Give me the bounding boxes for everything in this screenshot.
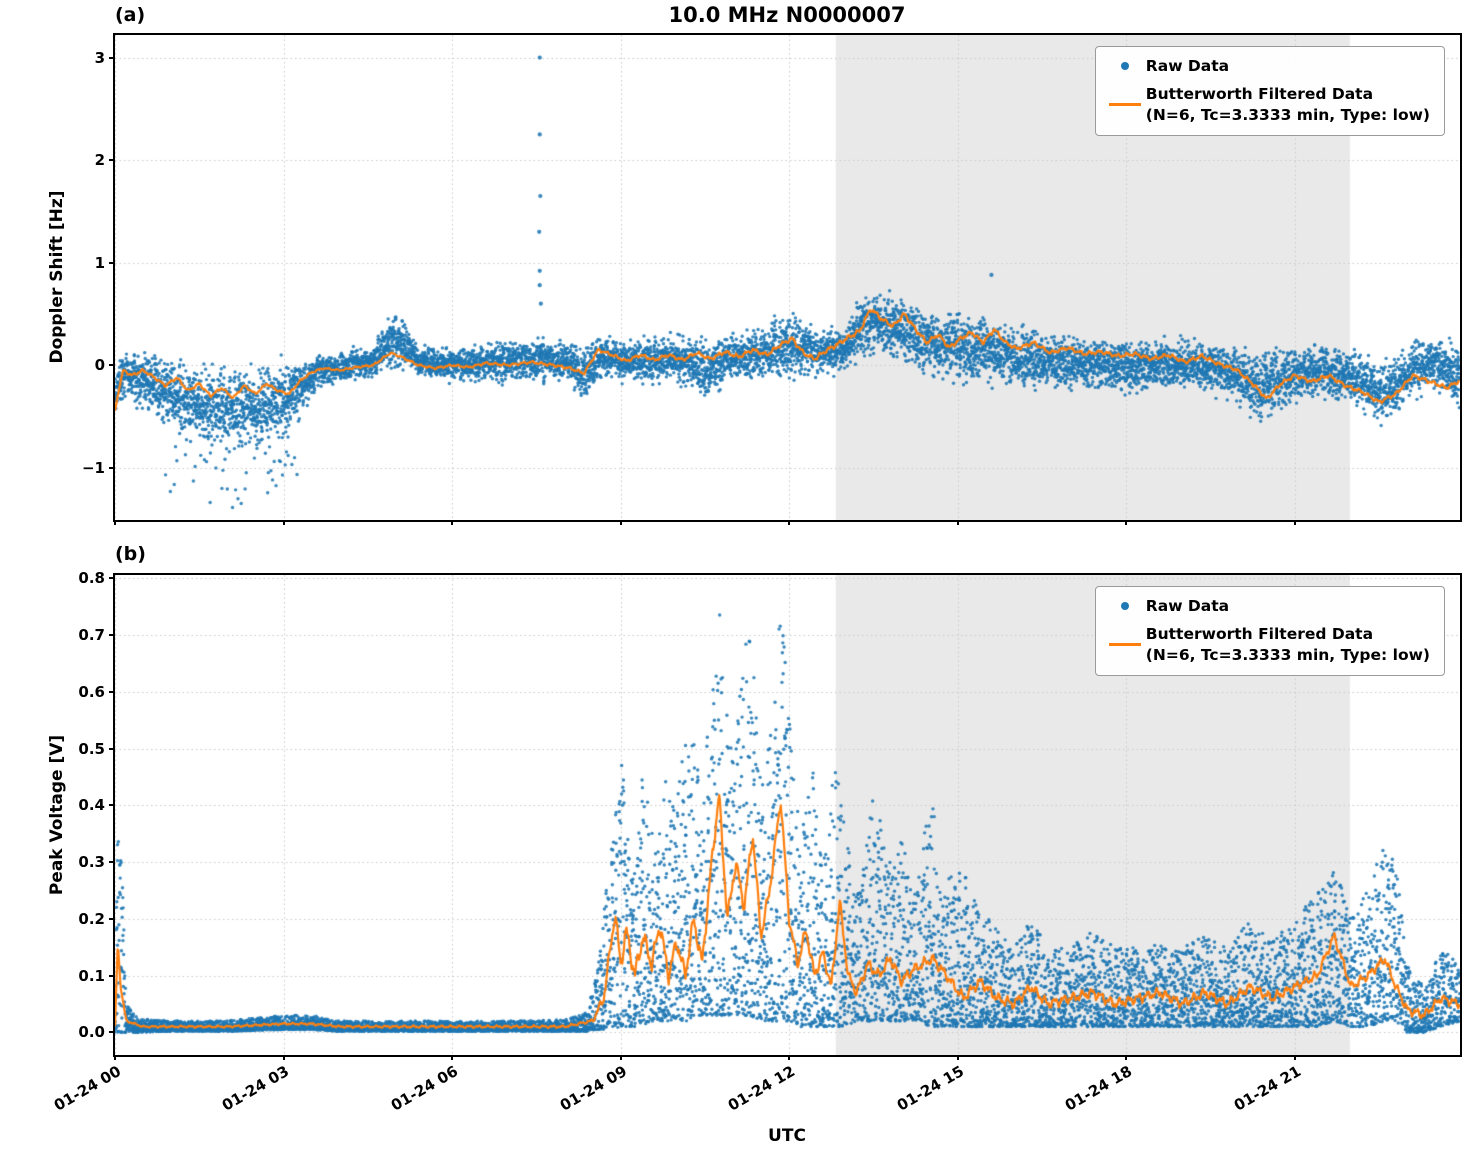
y-tick-mark	[109, 747, 115, 750]
y-tick-label: 0.6	[78, 682, 105, 701]
legend-filtered-label-line2: (N=6, Tc=3.3333 min, Type: low)	[1145, 105, 1430, 124]
chart-title: 10.0 MHz N0000007	[668, 3, 906, 27]
y-tick-mark	[109, 974, 115, 977]
legend-panel-b: Raw Data Butterworth Filtered Data (N=6,…	[1094, 586, 1445, 676]
x-tick-mark	[1293, 520, 1296, 525]
y-tick-label: 0.5	[78, 739, 105, 758]
y-axis-label-voltage: Peak Voltage [V]	[47, 734, 67, 896]
x-tick-mark	[619, 520, 622, 525]
x-tick-label: 01-24 12	[725, 1062, 799, 1115]
filtered-line-icon	[1104, 643, 1146, 647]
y-tick-label: 3	[94, 48, 105, 67]
legend-filtered-label-line2: (N=6, Tc=3.3333 min, Type: low)	[1145, 645, 1430, 664]
legend-entry-filtered: Butterworth Filtered Data (N=6, Tc=3.333…	[1104, 84, 1430, 126]
legend-filtered-label-line1: Butterworth Filtered Data	[1145, 84, 1374, 103]
legend-entry-raw: Raw Data	[1104, 596, 1430, 617]
y-tick-label: 0.0	[78, 1023, 105, 1042]
legend-entry-raw: Raw Data	[1104, 56, 1430, 77]
x-tick-mark	[1293, 1055, 1296, 1060]
y-tick-mark	[109, 1031, 115, 1034]
y-tick-label: 0.3	[78, 853, 105, 872]
y-tick-mark	[109, 466, 115, 469]
y-tick-label: −1	[81, 458, 105, 477]
y-tick-label: 2	[94, 151, 105, 170]
x-tick-label: 01-24 06	[387, 1062, 462, 1115]
legend-filtered-label: Butterworth Filtered Data (N=6, Tc=3.333…	[1146, 624, 1430, 666]
y-tick-label: 0.7	[78, 626, 105, 645]
x-tick-label: 01-24 00	[50, 1062, 124, 1115]
x-tick-mark	[1125, 520, 1128, 525]
panel-a-label: (a)	[115, 4, 146, 26]
y-tick-mark	[109, 56, 115, 59]
x-tick-mark	[282, 1055, 285, 1060]
legend-entry-filtered: Butterworth Filtered Data (N=6, Tc=3.333…	[1104, 624, 1430, 666]
y-tick-mark	[109, 861, 115, 864]
y-tick-mark	[109, 634, 115, 637]
x-tick-mark	[619, 1055, 622, 1060]
y-axis-label-doppler: Doppler Shift [Hz]	[47, 190, 67, 364]
filtered-line-icon	[1104, 103, 1146, 107]
x-tick-label: 01-24 18	[1062, 1062, 1136, 1115]
x-tick-mark	[114, 1055, 116, 1060]
x-tick-mark	[956, 520, 959, 525]
y-tick-mark	[109, 690, 115, 693]
legend-raw-label: Raw Data	[1145, 57, 1230, 75]
x-tick-mark	[956, 1055, 959, 1060]
y-tick-mark	[109, 261, 115, 264]
x-tick-mark	[451, 1055, 454, 1060]
x-tick-mark	[451, 520, 454, 525]
y-tick-label: 0.4	[78, 796, 105, 815]
y-tick-label: 1	[94, 253, 105, 272]
y-tick-mark	[109, 917, 115, 920]
x-tick-mark	[788, 1055, 791, 1060]
x-axis-label: UTC	[768, 1126, 806, 1146]
raw-data-dot-icon	[1104, 602, 1146, 611]
y-tick-label: 0	[94, 356, 105, 375]
x-tick-label: 01-24 21	[1230, 1062, 1304, 1115]
legend-raw-label: Raw Data	[1145, 597, 1230, 615]
y-tick-mark	[109, 364, 115, 367]
y-tick-mark	[109, 159, 115, 162]
x-tick-mark	[1125, 1055, 1128, 1060]
x-tick-mark	[114, 520, 116, 525]
raw-data-dot-icon	[1104, 62, 1146, 71]
y-tick-label: 0.8	[78, 569, 105, 588]
y-tick-label: 0.1	[78, 966, 105, 985]
x-tick-mark	[788, 520, 791, 525]
y-tick-mark	[109, 577, 115, 580]
legend-panel-a: Raw Data Butterworth Filtered Data (N=6,…	[1094, 46, 1445, 136]
y-tick-label: 0.2	[78, 909, 105, 928]
x-tick-label: 01-24 09	[556, 1062, 630, 1115]
panel-b-label: (b)	[115, 543, 146, 565]
x-tick-mark	[282, 520, 285, 525]
legend-filtered-label: Butterworth Filtered Data (N=6, Tc=3.333…	[1146, 84, 1430, 126]
x-tick-label: 01-24 15	[893, 1062, 967, 1115]
legend-filtered-label-line1: Butterworth Filtered Data	[1145, 624, 1374, 643]
x-tick-label: 01-24 03	[219, 1062, 293, 1115]
y-tick-mark	[109, 804, 115, 807]
